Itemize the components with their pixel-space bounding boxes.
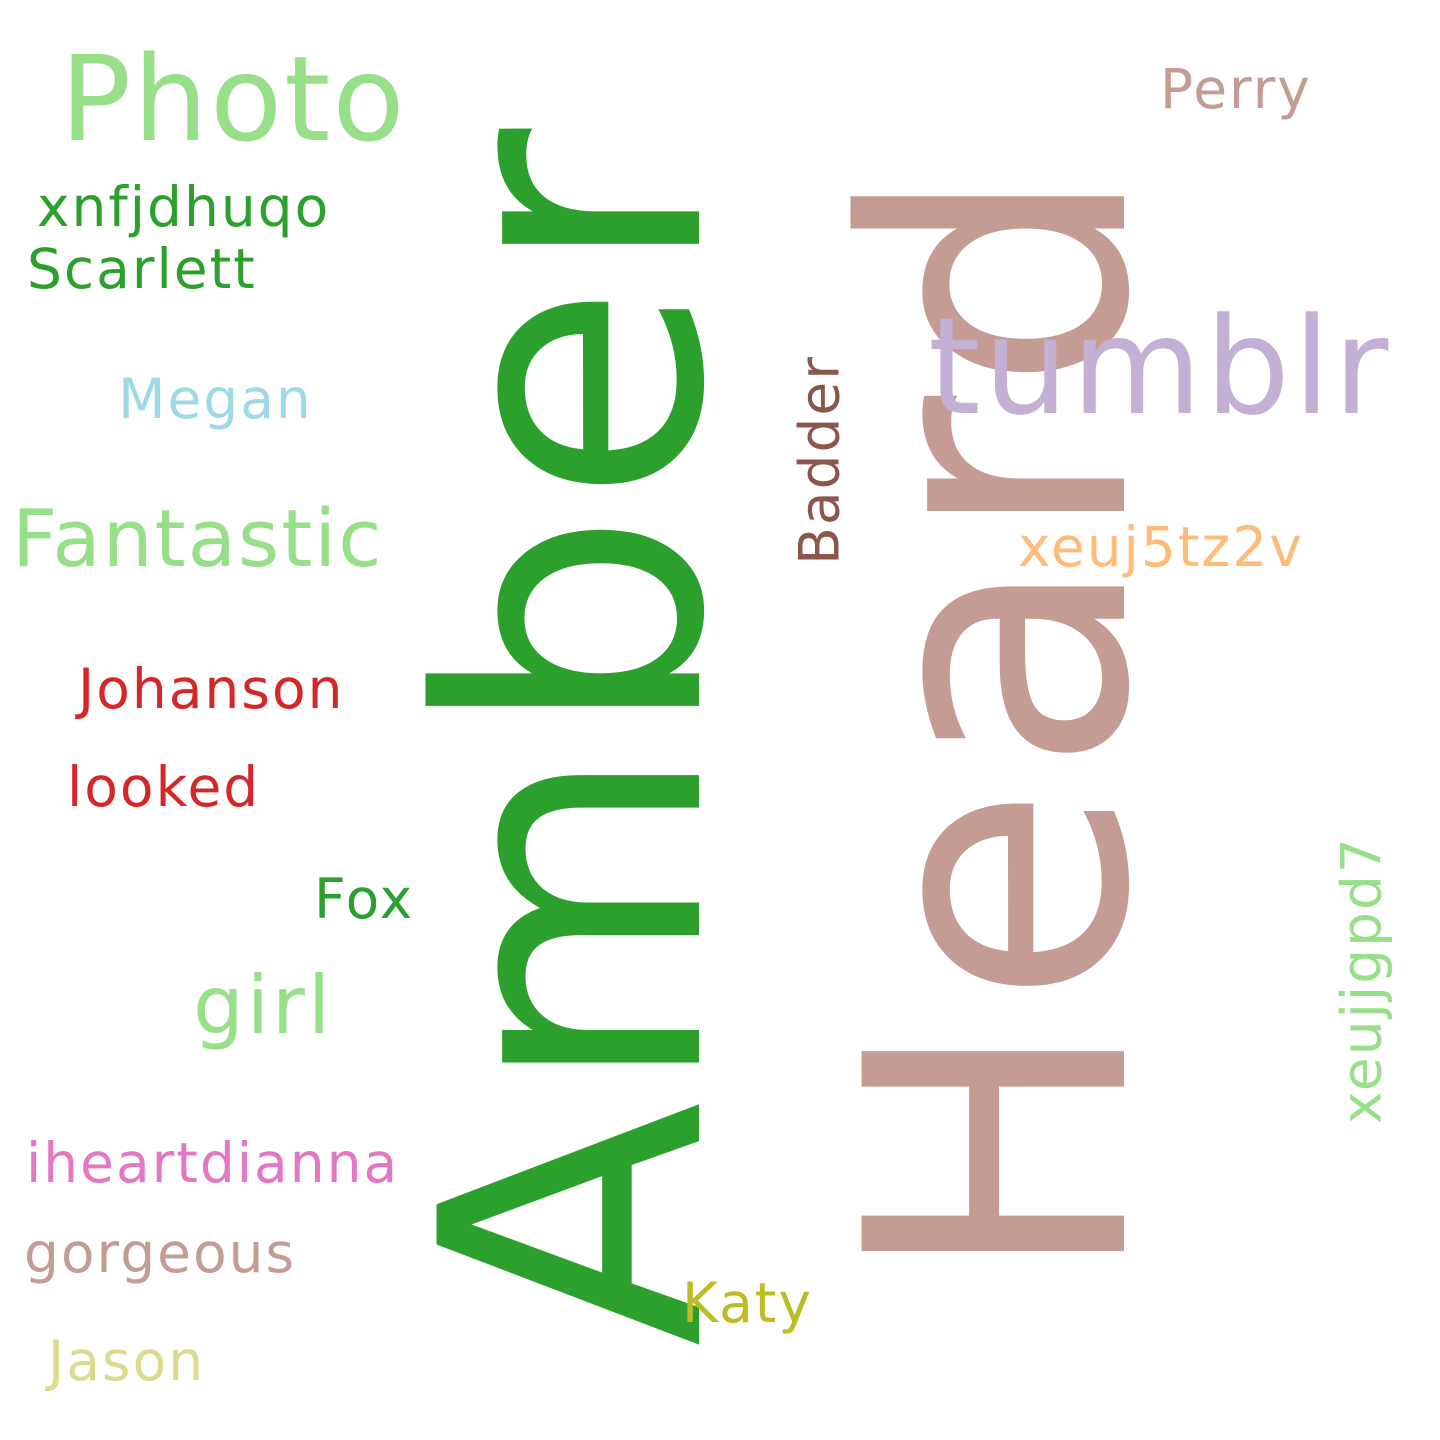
word-katy: Katy [682,1271,813,1335]
word-looked: looked [67,755,261,819]
word-badder: Badder [787,355,852,565]
word-jason: Jason [48,1329,206,1393]
word-iheartdianna: iheartdianna [26,1131,400,1195]
word-xeuj5tz2v: xeuj5tz2v [1018,515,1304,579]
word-gorgeous: gorgeous [24,1221,297,1285]
word-amber: Amber [365,122,784,1348]
word-tumblr: tumblr [928,289,1392,445]
word-photo: Photo [60,30,407,168]
word-johanson: Johanson [78,657,345,721]
word-xeujjgpd7: xeujjgpd7 [1329,836,1394,1124]
word-megan: Megan [118,367,313,431]
word-fox: Fox [314,867,415,931]
word-xnfjdhuqo: xnfjdhuqo [37,175,331,239]
word-perry: Perry [1160,57,1312,121]
word-girl: girl [193,959,334,1052]
word-scarlett: Scarlett [27,237,257,301]
word-fantastic: Fantastic [12,493,384,585]
